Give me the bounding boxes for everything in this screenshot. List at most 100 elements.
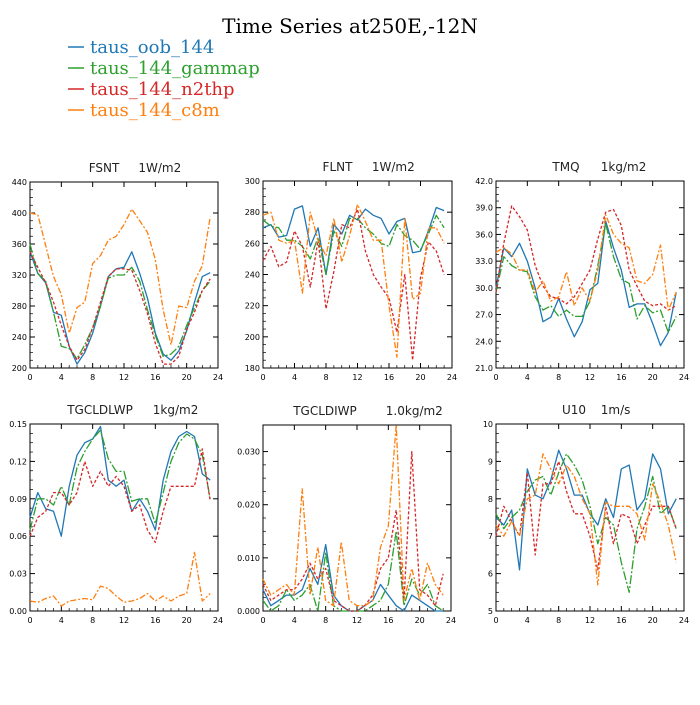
x-tick-label: 8 <box>90 616 95 625</box>
x-tick-label: 12 <box>119 616 129 625</box>
x-tick-label: 12 <box>585 373 595 382</box>
x-tick-label: 20 <box>415 616 425 625</box>
legend-label: taus_144_c8m <box>90 100 220 121</box>
y-tick-label: 300 <box>245 177 260 186</box>
panel-title: TMQ <box>551 160 579 174</box>
x-tick-label: 16 <box>616 616 626 625</box>
series-line-taus-144-c8m <box>495 214 677 311</box>
y-tick-label: 0.030 <box>237 448 260 457</box>
x-tick-label: 16 <box>384 373 394 382</box>
series-line-taus-oob-144 <box>495 220 677 347</box>
series-line-taus-144-n2thp <box>262 208 445 361</box>
y-tick-label: 240 <box>245 271 260 280</box>
x-tick-label: 4 <box>525 616 530 625</box>
x-tick-label: 8 <box>556 616 561 625</box>
panel-tmq: TMQ 1kg/m2 0 4 8 12 16 20 24 21.0 24.0 27.0 30.0 33.0… <box>475 160 689 382</box>
x-tick-label: 4 <box>292 373 297 382</box>
y-tick-label: 27.0 <box>475 311 493 320</box>
panel-title: TGCLDLWP <box>66 403 133 417</box>
panel-tgcldlwp: TGCLDLWP 1kg/m2 0 4 8 12 16 20 24 0.00 0.03 0.06 0.0… <box>9 403 223 625</box>
y-tick-label: 0.03 <box>9 570 27 579</box>
x-tick-label: 12 <box>352 616 362 625</box>
x-tick-label: 24 <box>213 373 223 382</box>
series-line-taus-oob-144 <box>29 425 211 537</box>
y-tick-label: 440 <box>12 178 27 187</box>
series-line-taus-144-gammap <box>29 429 211 531</box>
y-tick-label: 9 <box>488 457 493 466</box>
y-tick-label: 280 <box>12 302 27 311</box>
y-tick-label: 240 <box>12 333 27 342</box>
x-tick-label: 24 <box>213 616 223 625</box>
x-tick-label: 16 <box>383 616 393 625</box>
y-tick-label: 320 <box>12 271 27 280</box>
legend-label: taus_oob_144 <box>90 37 214 58</box>
y-tick-label: 0.12 <box>9 457 27 466</box>
x-tick-label: 4 <box>59 373 64 382</box>
y-tick-label: 24.0 <box>475 337 493 346</box>
x-tick-label: 20 <box>648 373 658 382</box>
series-line-taus-144-c8m <box>29 208 211 346</box>
panel-units: 1W/m2 <box>372 160 415 174</box>
x-tick-label: 24 <box>447 373 457 382</box>
x-tick-label: 20 <box>648 616 658 625</box>
y-tick-label: 0.09 <box>9 495 27 504</box>
x-tick-label: 12 <box>585 616 595 625</box>
y-tick-label: 0.020 <box>237 501 260 510</box>
x-tick-label: 12 <box>119 373 129 382</box>
x-tick-label: 4 <box>59 616 64 625</box>
series-line-taus-144-c8m <box>262 424 444 607</box>
x-tick-label: 4 <box>292 616 297 625</box>
y-tick-label: 360 <box>12 240 27 249</box>
panel-flnt: FLNT 1W/m2 0 4 8 12 16 20 24 180 200 220 240 260 280 30… <box>245 160 457 382</box>
x-tick-label: 24 <box>679 616 689 625</box>
series-line-taus-144-n2thp <box>29 448 211 544</box>
panel-title: TGCLDIWP <box>292 404 357 418</box>
x-tick-label: 24 <box>679 373 689 382</box>
y-tick-label: 400 <box>12 209 27 218</box>
panel-title: FLNT <box>323 160 354 174</box>
x-tick-label: 12 <box>352 373 362 382</box>
legend-entry: taus_144_n2thp <box>68 79 235 100</box>
y-tick-label: 10 <box>483 420 493 429</box>
y-tick-label: 42.0 <box>475 177 493 186</box>
panel-tgcldiwp: TGCLDIWP 1.0kg/m2 0 4 8 12 16 20 24 0.000 0.010 0.0… <box>237 404 456 625</box>
legend-entry: taus_144_gammap <box>68 58 260 79</box>
panel-units: 1kg/m2 <box>153 403 199 417</box>
panel-units: 1kg/m2 <box>601 160 647 174</box>
series-line-taus-144-c8m <box>495 453 677 586</box>
x-tick-label: 8 <box>90 373 95 382</box>
plot-frame <box>29 423 219 612</box>
series-line-taus-144-gammap <box>495 453 677 593</box>
plot-frame <box>262 180 453 369</box>
y-tick-label: 21.0 <box>475 364 493 373</box>
x-tick-label: 0 <box>493 373 498 382</box>
y-tick-label: 5 <box>488 607 493 616</box>
series-line-taus-144-gammap <box>262 530 444 612</box>
x-tick-label: 0 <box>260 373 265 382</box>
series-line-taus-oob-144 <box>262 543 444 612</box>
x-tick-label: 8 <box>323 616 328 625</box>
y-tick-label: 0.000 <box>237 607 260 616</box>
x-tick-label: 20 <box>415 373 425 382</box>
series-line-taus-144-gammap <box>495 223 677 334</box>
x-tick-label: 20 <box>182 373 192 382</box>
x-tick-label: 8 <box>556 373 561 382</box>
panel-title: FSNT <box>89 161 120 175</box>
x-tick-label: 0 <box>260 616 265 625</box>
x-tick-label: 0 <box>493 616 498 625</box>
y-tick-label: 200 <box>245 333 260 342</box>
series-line-taus-144-c8m <box>262 203 445 358</box>
x-tick-label: 16 <box>150 616 160 625</box>
x-tick-label: 8 <box>323 373 328 382</box>
figure-title: Time Series at250E,-12N <box>222 14 478 38</box>
y-tick-label: 260 <box>245 239 260 248</box>
x-tick-label: 0 <box>27 373 32 382</box>
y-tick-label: 220 <box>245 302 260 311</box>
x-tick-label: 24 <box>446 616 456 625</box>
panel-units: 1.0kg/m2 <box>386 404 443 418</box>
panel-title: U10 <box>562 403 586 417</box>
panel-units: 1W/m2 <box>138 161 181 175</box>
y-tick-label: 30.0 <box>475 284 493 293</box>
y-tick-label: 280 <box>245 208 260 217</box>
